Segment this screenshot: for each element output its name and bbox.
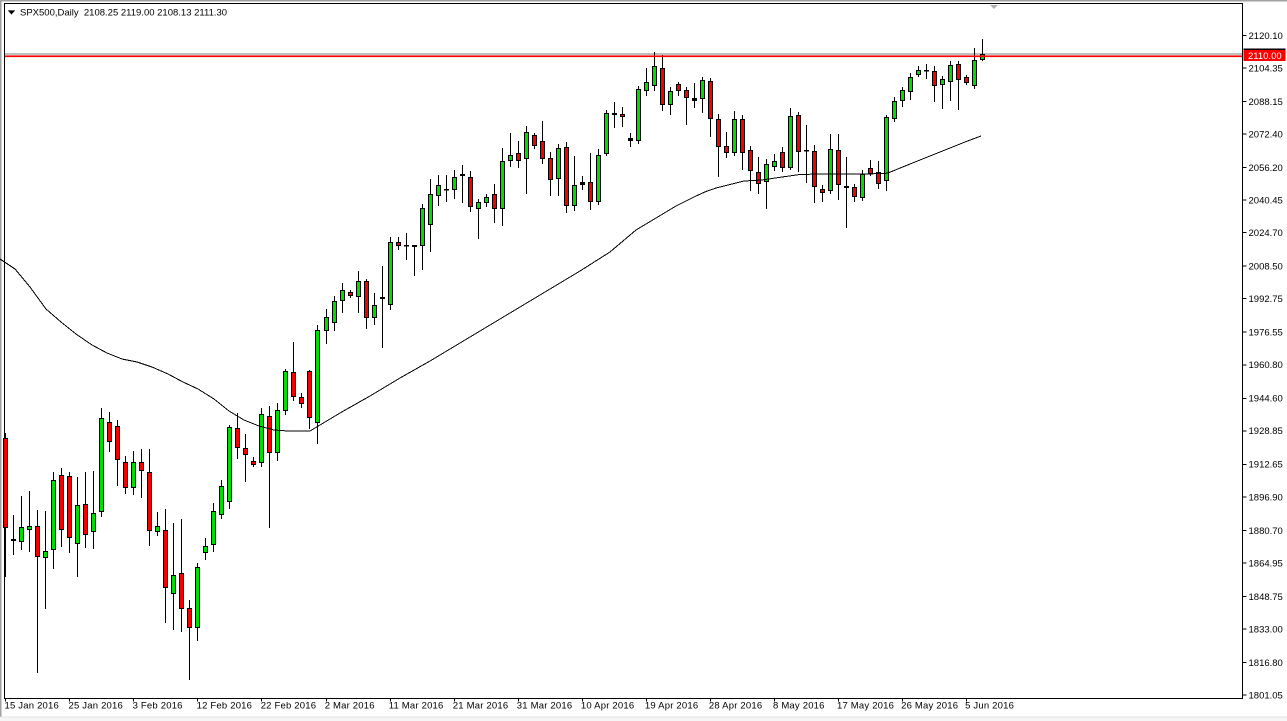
svg-text:19 Apr 2016: 19 Apr 2016 (645, 701, 698, 712)
svg-text:26 May 2016: 26 May 2016 (901, 701, 958, 712)
svg-text:1864.95: 1864.95 (1249, 558, 1283, 569)
svg-text:8 May 2016: 8 May 2016 (773, 701, 825, 712)
svg-text:1944.60: 1944.60 (1249, 394, 1283, 405)
svg-text:22 Feb 2016: 22 Feb 2016 (261, 701, 317, 712)
svg-text:2104.35: 2104.35 (1249, 64, 1283, 75)
svg-text:1992.75: 1992.75 (1249, 294, 1283, 305)
svg-text:2 Mar 2016: 2 Mar 2016 (325, 701, 375, 712)
svg-text:1896.90: 1896.90 (1249, 492, 1283, 503)
svg-text:1912.65: 1912.65 (1249, 460, 1283, 471)
svg-text:1816.80: 1816.80 (1249, 658, 1283, 669)
svg-text:28 Apr 2016: 28 Apr 2016 (709, 701, 762, 712)
svg-text:2024.70: 2024.70 (1249, 228, 1283, 239)
svg-text:21 Mar 2016: 21 Mar 2016 (453, 701, 509, 712)
svg-text:2120.10: 2120.10 (1249, 31, 1283, 42)
svg-text:2088.15: 2088.15 (1249, 97, 1283, 108)
svg-text:2072.40: 2072.40 (1249, 130, 1283, 141)
svg-text:11 Mar 2016: 11 Mar 2016 (389, 701, 444, 712)
svg-text:1880.70: 1880.70 (1249, 526, 1283, 537)
svg-text:10 Apr 2016: 10 Apr 2016 (581, 701, 634, 712)
svg-text:1928.85: 1928.85 (1249, 426, 1283, 437)
svg-text:25 Jan 2016: 25 Jan 2016 (69, 701, 124, 712)
svg-text:2110.00: 2110.00 (1248, 51, 1282, 62)
svg-text:1801.05: 1801.05 (1249, 690, 1283, 701)
svg-text:17 May 2016: 17 May 2016 (837, 701, 894, 712)
svg-text:12 Feb 2016: 12 Feb 2016 (197, 701, 253, 712)
svg-text:5 Jun 2016: 5 Jun 2016 (965, 701, 1014, 712)
svg-text:2056.20: 2056.20 (1249, 163, 1283, 174)
svg-text:15 Jan 2016: 15 Jan 2016 (5, 701, 60, 712)
svg-text:1848.75: 1848.75 (1249, 592, 1283, 603)
svg-text:2008.50: 2008.50 (1249, 262, 1283, 273)
svg-text:1960.80: 1960.80 (1249, 360, 1283, 371)
svg-text:31 Mar 2016: 31 Mar 2016 (517, 701, 573, 712)
svg-text:SPX500,Daily 2108.25 2119.00: SPX500,Daily 2108.25 2119.00 2108.13 211… (20, 8, 227, 19)
svg-text:2040.45: 2040.45 (1249, 196, 1283, 207)
svg-text:3 Feb 2016: 3 Feb 2016 (133, 701, 183, 712)
svg-text:1976.55: 1976.55 (1249, 328, 1283, 339)
svg-text:1833.00: 1833.00 (1249, 624, 1283, 635)
